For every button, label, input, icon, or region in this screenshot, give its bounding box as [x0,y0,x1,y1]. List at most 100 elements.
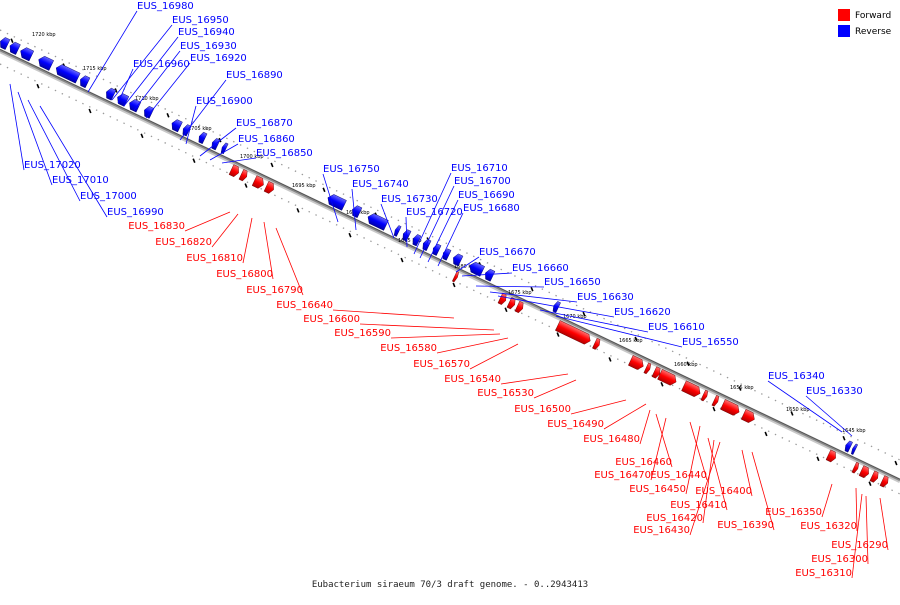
gene-label[interactable]: EUS_16710 [451,163,508,174]
reverse-gene-25[interactable] [467,260,485,277]
gene-label[interactable]: EUS_16980 [137,1,194,12]
gene-label[interactable]: EUS_16650 [544,277,601,288]
gene-label[interactable]: EUS_16500 [514,404,571,415]
gene-label[interactable]: EUS_16350 [765,507,822,518]
gene-label[interactable]: EUS_16460 [615,457,672,468]
forward-gene-15[interactable] [700,389,709,402]
gene-label[interactable]: EUS_16480 [583,434,640,445]
gene-label[interactable]: EUS_17010 [52,175,109,186]
forward-gene-9[interactable] [592,337,601,350]
gene-label[interactable]: EUS_16530 [477,388,534,399]
gene-label[interactable]: EUS_16430 [633,525,690,536]
gene-label[interactable]: EUS_16870 [236,118,293,129]
gene-label[interactable]: EUS_16570 [413,359,470,370]
gene-label[interactable]: EUS_16590 [334,328,391,339]
gene-label[interactable]: EUS_16890 [226,70,283,81]
gene-label[interactable]: EUS_16310 [795,568,852,579]
forward-gene-10[interactable] [628,355,645,371]
gene-label[interactable]: EUS_16810 [186,253,243,264]
gene-label[interactable]: EUS_16470 [594,470,651,481]
forward-gene-4[interactable] [452,270,460,283]
gene-label[interactable]: EUS_16700 [454,176,511,187]
gene-label[interactable]: EUS_16410 [670,500,727,511]
gene-label[interactable]: EUS_16920 [190,53,247,64]
reverse-gene-5[interactable] [78,74,91,89]
gene-label[interactable]: EUS_16610 [648,322,705,333]
gene-label[interactable]: EUS_16800 [216,269,273,280]
reverse-gene-1[interactable] [8,41,21,55]
gene-label[interactable]: EUS_16750 [323,164,380,175]
gene-label[interactable]: EUS_16990 [107,207,164,218]
gene-label[interactable]: EUS_16320 [800,521,857,532]
reverse-gene-8[interactable] [127,98,142,113]
gene-label[interactable]: EUS_16900 [196,96,253,107]
reverse-gene-10[interactable] [170,118,183,133]
forward-gene-2[interactable] [251,175,266,190]
forward-gene-22[interactable] [869,470,880,484]
gene-label[interactable]: EUS_16720 [406,207,463,218]
gene-label[interactable]: EUS_16630 [577,292,634,303]
reverse-gene-26[interactable] [483,268,496,282]
reverse-gene-18[interactable] [393,225,402,237]
gene-label[interactable]: EUS_16830 [128,221,185,232]
gene-label[interactable]: EUS_16330 [806,386,863,397]
reverse-gene-2[interactable] [18,46,35,62]
reverse-gene-6[interactable] [104,87,117,101]
reverse-gene-0[interactable] [0,36,11,50]
gene-label[interactable]: EUS_16300 [811,554,868,565]
gene-label[interactable]: EUS_16400 [695,486,752,497]
forward-gene-17[interactable] [720,399,742,417]
reverse-gene-20[interactable] [411,233,422,247]
forward-gene-5[interactable] [497,292,508,306]
reverse-gene-14[interactable] [220,142,229,155]
gene-label[interactable]: EUS_16660 [512,263,569,274]
forward-gene-8[interactable] [555,320,592,346]
reverse-gene-17[interactable] [366,212,389,231]
forward-gene-23[interactable] [879,475,890,489]
gene-label[interactable]: EUS_16550 [682,337,739,348]
gene-label[interactable]: EUS_17020 [24,160,81,171]
gene-label[interactable]: EUS_16440 [650,470,707,481]
forward-gene-0[interactable] [228,164,241,178]
gene-label[interactable]: EUS_16340 [768,371,825,382]
gene-label[interactable]: EUS_16600 [303,314,360,325]
gene-label[interactable]: EUS_16580 [380,343,437,354]
forward-gene-3[interactable] [263,181,276,194]
forward-gene-12[interactable] [651,366,662,380]
gene-label[interactable]: EUS_16540 [444,374,501,385]
reverse-gene-15[interactable] [326,193,347,211]
reverse-gene-13[interactable] [210,137,221,151]
forward-gene-14[interactable] [681,380,703,399]
forward-gene-19[interactable] [825,449,838,463]
reverse-gene-9[interactable] [142,105,155,119]
gene-label[interactable]: EUS_16680 [463,203,520,214]
gene-label[interactable]: EUS_16620 [614,307,671,318]
forward-gene-21[interactable] [858,465,871,479]
gene-label[interactable]: EUS_16640 [276,300,333,311]
gene-label[interactable]: EUS_16850 [256,148,313,159]
gene-label[interactable]: EUS_16730 [381,194,438,205]
gene-label[interactable]: EUS_16860 [238,134,295,145]
gene-label[interactable]: EUS_16930 [180,41,237,52]
forward-gene-7[interactable] [514,300,525,314]
reverse-gene-4[interactable] [54,63,81,84]
reverse-gene-12[interactable] [197,131,208,145]
gene-label[interactable]: EUS_16490 [547,419,604,430]
gene-label[interactable]: EUS_16960 [133,59,190,70]
forward-gene-16[interactable] [711,394,720,407]
forward-gene-18[interactable] [740,409,757,424]
forward-gene-11[interactable] [643,362,652,375]
gene-label[interactable]: EUS_17000 [80,191,137,202]
forward-gene-13[interactable] [657,369,679,387]
forward-gene-20[interactable] [851,461,860,474]
gene-label[interactable]: EUS_16420 [646,513,703,524]
forward-gene-1[interactable] [238,169,249,182]
gene-label[interactable]: EUS_16790 [246,285,303,296]
gene-label[interactable]: EUS_16820 [155,237,212,248]
gene-label[interactable]: EUS_16950 [172,15,229,26]
reverse-gene-28[interactable] [843,440,853,453]
gene-label[interactable]: EUS_16390 [717,520,774,531]
gene-label[interactable]: EUS_16690 [458,190,515,201]
gene-label[interactable]: EUS_16450 [629,484,686,495]
gene-label[interactable]: EUS_16740 [352,179,409,190]
